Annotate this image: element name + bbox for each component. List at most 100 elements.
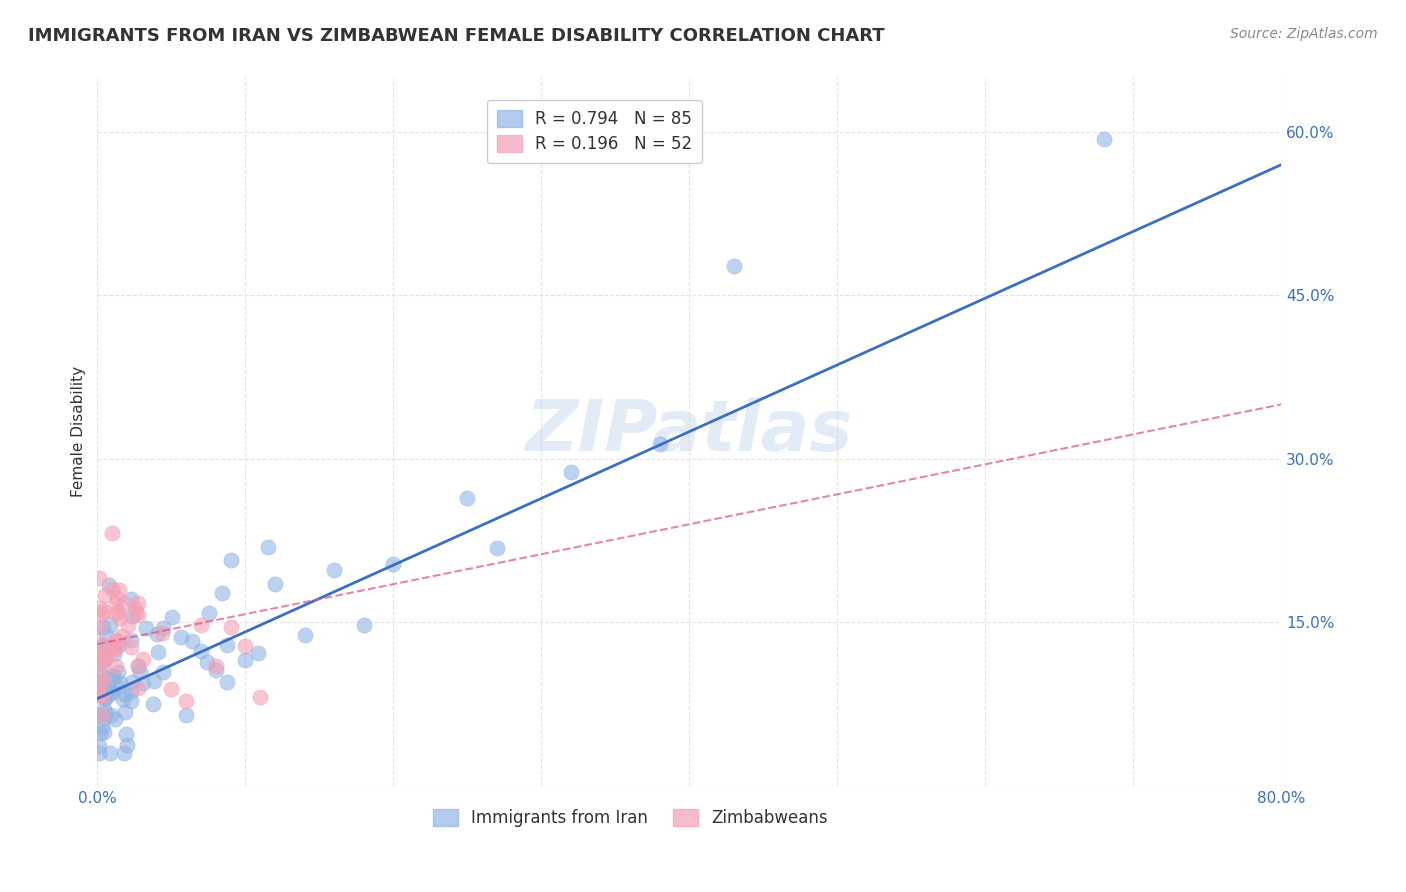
Point bbox=[121, 674, 143, 689]
Point bbox=[160, 681, 183, 696]
Point bbox=[111, 629, 134, 643]
Point bbox=[120, 633, 142, 648]
Point bbox=[87, 739, 110, 753]
Text: ZIPatlas: ZIPatlas bbox=[526, 397, 853, 467]
Point bbox=[97, 673, 120, 687]
Point bbox=[160, 609, 183, 624]
Point bbox=[382, 557, 405, 571]
Point bbox=[174, 708, 197, 723]
Point bbox=[103, 640, 125, 655]
Point bbox=[87, 707, 110, 722]
Point bbox=[180, 634, 202, 648]
Text: Source: ZipAtlas.com: Source: ZipAtlas.com bbox=[1230, 27, 1378, 41]
Point bbox=[89, 656, 111, 670]
Point bbox=[87, 688, 110, 702]
Point bbox=[100, 707, 122, 722]
Point bbox=[127, 608, 149, 623]
Point bbox=[112, 746, 135, 760]
Point bbox=[89, 670, 111, 684]
Point bbox=[103, 647, 125, 661]
Point bbox=[256, 540, 278, 554]
Point bbox=[170, 630, 193, 644]
Point bbox=[132, 652, 155, 666]
Point bbox=[104, 659, 127, 673]
Point bbox=[211, 585, 233, 599]
Point bbox=[190, 643, 212, 657]
Point bbox=[146, 627, 169, 641]
Point bbox=[219, 553, 242, 567]
Point bbox=[91, 657, 114, 672]
Point bbox=[100, 684, 122, 698]
Point bbox=[94, 683, 117, 698]
Point bbox=[98, 578, 121, 592]
Point bbox=[353, 618, 375, 632]
Point bbox=[132, 675, 155, 690]
Point bbox=[215, 675, 238, 690]
Point bbox=[87, 746, 110, 760]
Point bbox=[112, 597, 135, 611]
Point bbox=[120, 683, 142, 698]
Point bbox=[174, 694, 197, 708]
Point bbox=[115, 738, 138, 752]
Point bbox=[87, 620, 110, 634]
Point bbox=[150, 626, 173, 640]
Point bbox=[91, 720, 114, 734]
Point bbox=[120, 591, 142, 606]
Point bbox=[100, 525, 122, 540]
Point bbox=[204, 663, 226, 677]
Point bbox=[148, 645, 170, 659]
Point bbox=[235, 639, 257, 653]
Point bbox=[98, 687, 121, 701]
Point bbox=[117, 618, 139, 632]
Point bbox=[90, 679, 112, 693]
Point bbox=[125, 606, 148, 620]
Point bbox=[215, 638, 238, 652]
Point bbox=[560, 465, 582, 479]
Point bbox=[197, 606, 219, 620]
Point bbox=[104, 679, 127, 693]
Point bbox=[235, 653, 257, 667]
Point bbox=[648, 436, 671, 450]
Point bbox=[723, 259, 745, 273]
Point bbox=[91, 620, 114, 634]
Point bbox=[114, 688, 136, 702]
Point bbox=[107, 606, 129, 620]
Point bbox=[264, 576, 287, 591]
Point bbox=[94, 690, 117, 705]
Point bbox=[121, 608, 143, 623]
Point bbox=[195, 655, 218, 669]
Point bbox=[108, 582, 131, 597]
Point bbox=[204, 659, 226, 673]
Point bbox=[87, 649, 110, 664]
Point bbox=[152, 621, 174, 635]
Point bbox=[127, 596, 149, 610]
Point bbox=[94, 588, 117, 602]
Point bbox=[108, 676, 131, 690]
Point bbox=[100, 642, 122, 657]
Point bbox=[94, 651, 117, 665]
Point bbox=[93, 673, 115, 687]
Point bbox=[456, 491, 478, 505]
Point bbox=[105, 591, 128, 605]
Point bbox=[115, 727, 138, 741]
Text: IMMIGRANTS FROM IRAN VS ZIMBABWEAN FEMALE DISABILITY CORRELATION CHART: IMMIGRANTS FROM IRAN VS ZIMBABWEAN FEMAL… bbox=[28, 27, 884, 45]
Point bbox=[93, 652, 115, 666]
Point bbox=[87, 682, 110, 697]
Point bbox=[91, 639, 114, 653]
Point bbox=[98, 746, 121, 760]
Point bbox=[98, 617, 121, 632]
Point bbox=[120, 640, 142, 654]
Point bbox=[91, 637, 114, 651]
Point bbox=[105, 598, 128, 612]
Point bbox=[219, 620, 242, 634]
Point bbox=[135, 621, 157, 635]
Point bbox=[152, 665, 174, 680]
Point bbox=[127, 681, 149, 695]
Point bbox=[87, 648, 110, 662]
Y-axis label: Female Disability: Female Disability bbox=[72, 366, 86, 497]
Point bbox=[111, 692, 134, 706]
Point bbox=[94, 706, 117, 720]
Point bbox=[89, 676, 111, 690]
Point bbox=[89, 601, 111, 615]
Point bbox=[103, 670, 125, 684]
